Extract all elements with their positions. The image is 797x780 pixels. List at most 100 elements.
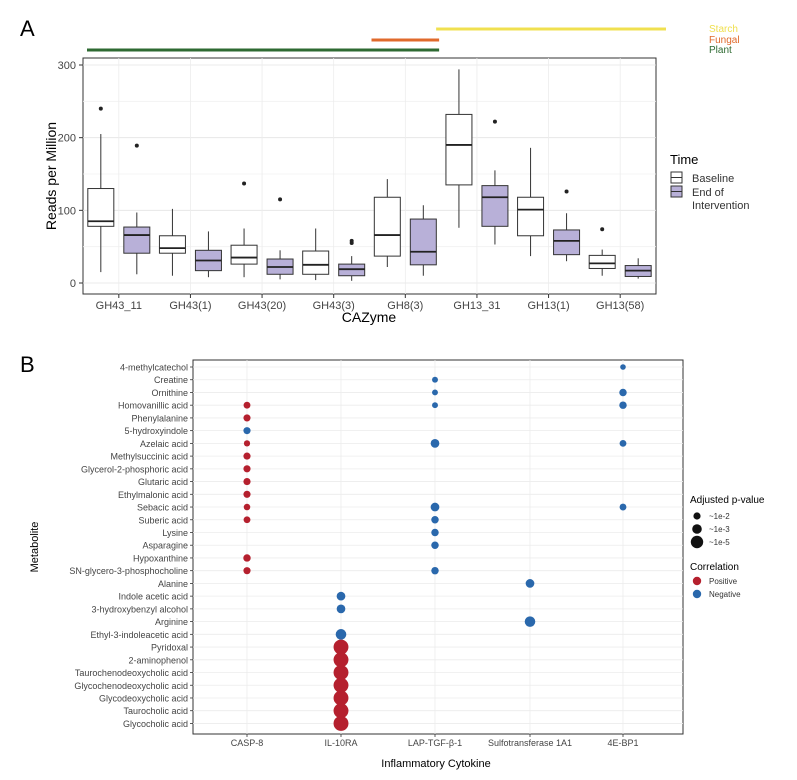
color-legend-label: Negative bbox=[709, 590, 741, 599]
y-tick-label: Alanine bbox=[158, 579, 188, 589]
y-tick-label: Arginine bbox=[155, 617, 188, 627]
y-tick-label: Glycocholic acid bbox=[123, 719, 188, 729]
y-tick-label: 3-hydroxybenzyl alcohol bbox=[91, 604, 188, 614]
panel-a-legend: Time Baseline End of Intervention bbox=[670, 152, 749, 212]
outlier-point bbox=[492, 119, 497, 124]
legend-label: End of Intervention bbox=[692, 187, 749, 212]
correlation-point bbox=[243, 440, 251, 447]
size-legend-key bbox=[692, 524, 702, 534]
y-tick-label: Lysine bbox=[162, 528, 188, 538]
y-tick-label: Pyridoxal bbox=[151, 643, 188, 653]
y-tick-label: 4-methylcatechol bbox=[120, 363, 188, 373]
y-tick-label: Azelaic acid bbox=[140, 439, 188, 449]
iqr-box bbox=[553, 229, 581, 256]
correlation-point bbox=[243, 414, 251, 422]
correlation-point bbox=[243, 401, 251, 409]
panel-a-plot-area bbox=[82, 57, 657, 295]
x-tick-label: GH43_11 bbox=[96, 300, 142, 312]
pvalue-legend-title: Adjusted p-value bbox=[690, 495, 765, 506]
x-tick-label: GH13(58) bbox=[596, 300, 644, 312]
outlier-point bbox=[98, 106, 103, 111]
correlation-point bbox=[431, 528, 439, 537]
correlation-point bbox=[243, 477, 251, 486]
correlation-point bbox=[243, 465, 251, 473]
panel-a-label: A bbox=[20, 16, 35, 41]
size-legend-label: ~1e-5 bbox=[709, 538, 730, 547]
iqr-box bbox=[409, 218, 437, 266]
correlation-point bbox=[432, 402, 438, 409]
y-tick-label: 2-aminophenol bbox=[128, 655, 188, 665]
correlation-point bbox=[333, 677, 349, 693]
correlation-legend-title: Correlation bbox=[690, 562, 739, 573]
x-tick-label: Sulfotransferase 1A1 bbox=[488, 738, 572, 748]
box-end-of-intervention bbox=[481, 119, 509, 245]
box-end-of-intervention bbox=[194, 231, 222, 278]
x-tick-label: GH43(1) bbox=[169, 300, 211, 312]
panel-b-legend: Adjusted p-value Correlation ~1e-2 ~1e-3 ~… bbox=[690, 495, 765, 599]
outlier-point bbox=[242, 181, 247, 186]
correlation-point bbox=[243, 516, 251, 524]
outlier-point bbox=[564, 189, 569, 194]
correlation-point bbox=[620, 364, 626, 370]
iqr-box bbox=[445, 113, 473, 186]
y-tick-label: Homovanillic acid bbox=[118, 401, 188, 411]
y-tick-label: Taurocholic acid bbox=[123, 706, 188, 716]
correlation-point bbox=[333, 703, 349, 719]
y-tick-label: Sebacic acid bbox=[137, 503, 188, 513]
y-tick-label: Indole acetic acid bbox=[118, 592, 188, 602]
iqr-box bbox=[588, 254, 616, 269]
iqr-box bbox=[230, 244, 258, 265]
box-baseline bbox=[87, 106, 115, 273]
correlation-point bbox=[525, 579, 535, 588]
correlation-point bbox=[336, 604, 346, 614]
color-legend-key bbox=[692, 589, 702, 599]
panel-b-points bbox=[243, 364, 627, 731]
x-tick-label: 4E-BP1 bbox=[607, 738, 638, 748]
correlation-point bbox=[432, 376, 438, 383]
correlation-point bbox=[335, 629, 347, 640]
iqr-box bbox=[517, 196, 545, 237]
x-tick-label: GH13(1) bbox=[527, 300, 569, 312]
panel-a-x-axis-label: CAZyme bbox=[342, 309, 397, 325]
correlation-point bbox=[431, 516, 439, 524]
box-baseline bbox=[517, 147, 545, 257]
panel-b-y-axis-label: Metabolite bbox=[29, 522, 41, 573]
correlation-point bbox=[430, 502, 440, 512]
box-end-of-intervention bbox=[553, 189, 581, 262]
correlation-point bbox=[243, 567, 251, 575]
iqr-box bbox=[87, 188, 115, 227]
correlation-point bbox=[333, 639, 349, 655]
iqr-box bbox=[302, 250, 330, 275]
x-tick-label: GH43(20) bbox=[238, 300, 286, 312]
panel-a-x-ticks: GH43_11 GH43(1) GH43(20) GH43(3) GH8(3) GH13_… bbox=[96, 294, 644, 312]
time-legend-title: Time bbox=[670, 152, 698, 167]
box-baseline bbox=[445, 69, 473, 228]
y-tick-label: Hypoxanthine bbox=[133, 553, 188, 563]
iqr-box bbox=[158, 235, 186, 254]
correlation-point bbox=[243, 554, 251, 562]
group-label-plant: Plant bbox=[709, 45, 732, 56]
y-tick-label: Ethyl-3-indoleacetic acid bbox=[90, 630, 188, 640]
y-tick-label: Creatine bbox=[154, 375, 188, 385]
correlation-point bbox=[243, 503, 251, 511]
color-legend-key bbox=[692, 576, 702, 586]
correlation-point bbox=[333, 690, 349, 706]
group-label-starch: Starch bbox=[709, 24, 738, 35]
correlation-point bbox=[432, 389, 438, 396]
y-tick-label: Ornithine bbox=[151, 388, 188, 398]
x-tick-label: GH8(3) bbox=[387, 300, 423, 312]
y-tick-label: 5-hydroxyindole bbox=[124, 426, 188, 436]
y-tick-label: Suberic acid bbox=[138, 515, 188, 525]
y-tick-label: 200 bbox=[58, 133, 76, 145]
color-legend-label: Positive bbox=[709, 577, 738, 586]
group-label-fungal: Fungal bbox=[709, 35, 740, 46]
correlation-point bbox=[333, 715, 349, 731]
x-tick-label: IL-10RA bbox=[324, 738, 357, 748]
panel-a-y-ticks: 0 100 200 300 bbox=[58, 60, 83, 290]
outlier-point bbox=[278, 197, 283, 202]
correlation-point bbox=[619, 401, 627, 409]
y-tick-label: Taurochenodeoxycholic acid bbox=[75, 668, 188, 678]
correlation-point bbox=[243, 490, 251, 498]
x-tick-label: GH43(3) bbox=[313, 300, 355, 312]
